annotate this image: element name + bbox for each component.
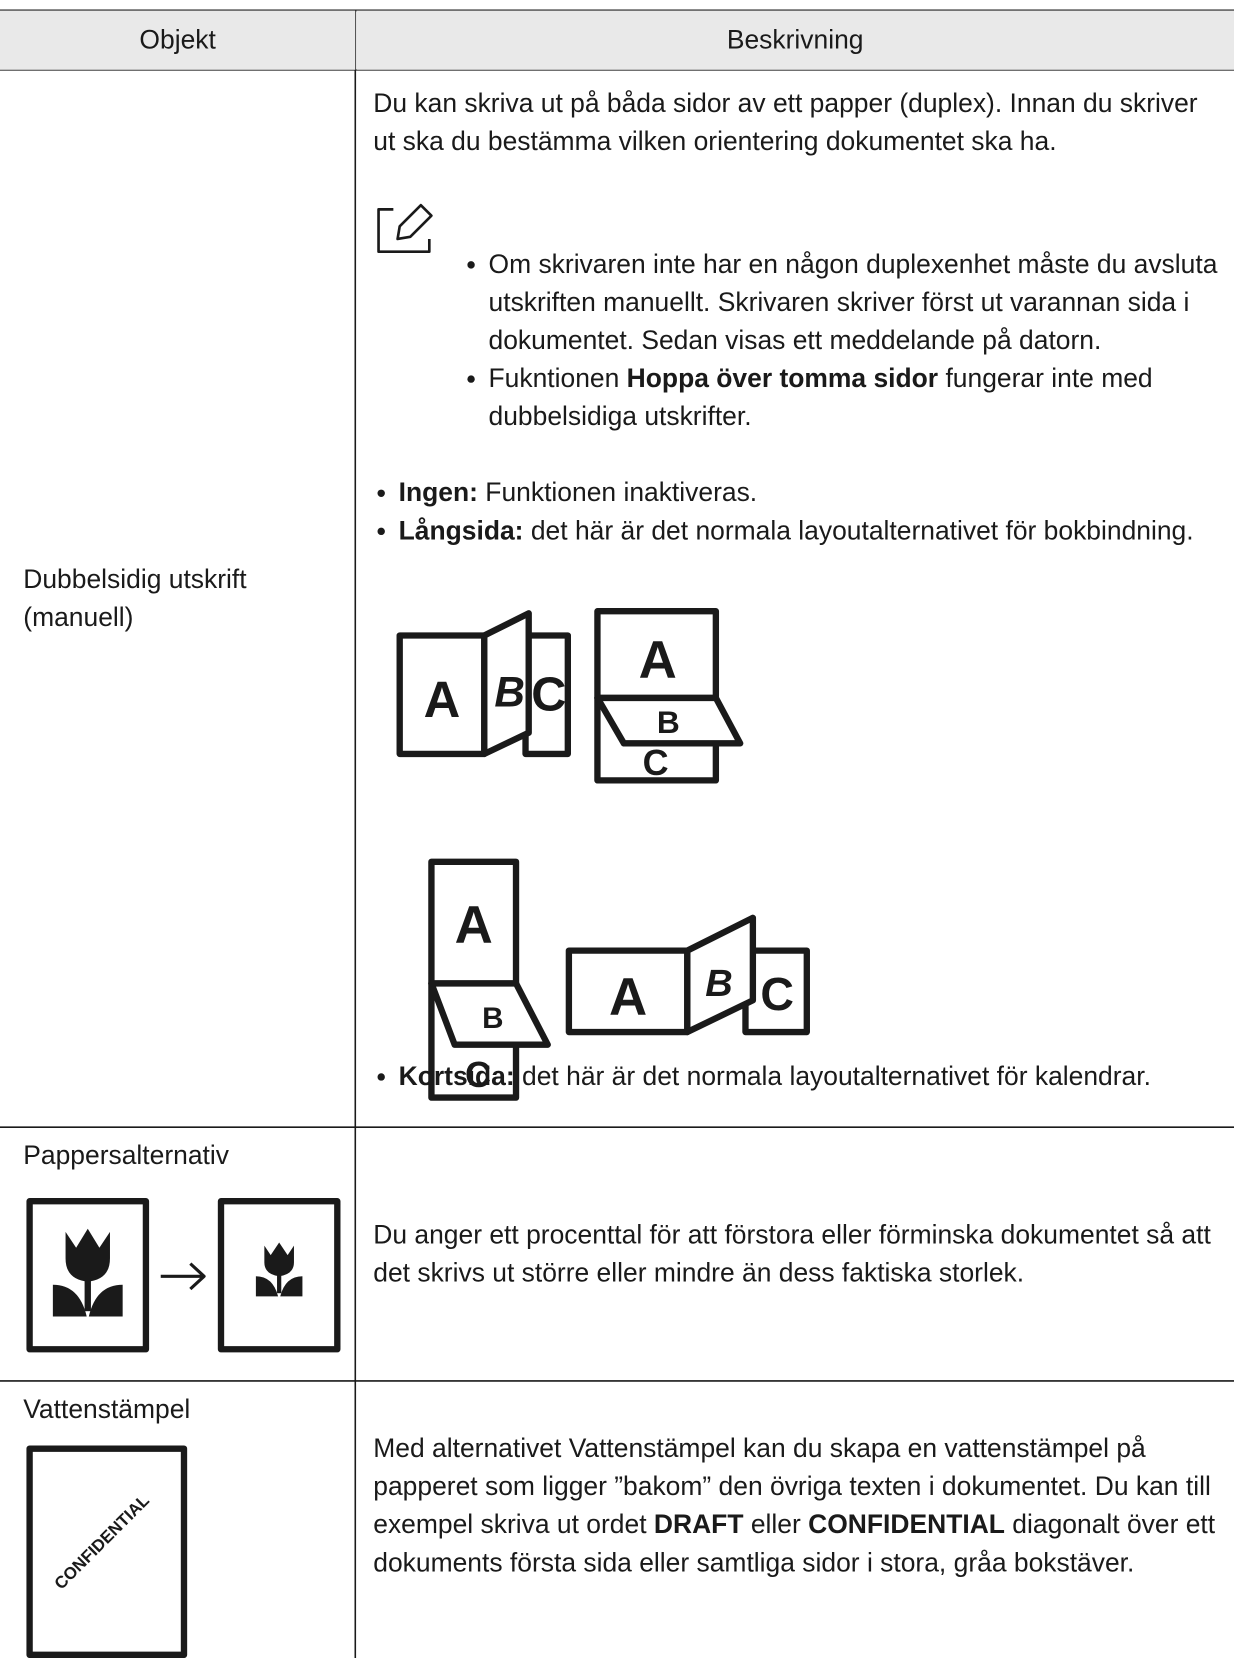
bold-text: Kortsida: [398, 1061, 515, 1092]
figure-letter: A [609, 968, 647, 1027]
option-list: Ingen: Funktionen inaktiveras. Långsida: … [375, 474, 1226, 1096]
figure-letter: B [705, 963, 732, 1005]
list-item: Kortsida: det här är det normala layouta… [375, 1057, 1226, 1095]
text: Med alternativet Vattenstämpel kan du sk… [373, 1433, 1211, 1540]
watermark-figure: CONFIDENTIAL [26, 1445, 188, 1658]
list-item: Om skrivaren inte har en någon duplexenh… [465, 245, 1226, 359]
item-text: Pappersalternativ [23, 1140, 229, 1171]
figure-letter: B [657, 704, 680, 740]
scaling-figure [26, 1198, 341, 1353]
text: diagonalt över ett dokuments första sida… [373, 1509, 1216, 1578]
text: eller [750, 1509, 801, 1540]
long-edge-figure: A B C A B C [396, 608, 744, 784]
description: Du anger ett procenttal för att förstora… [373, 1216, 1219, 1292]
figure-letter: A [639, 631, 677, 690]
note-icon [396, 203, 433, 241]
bold-text: DRAFT [653, 1509, 744, 1540]
bold-text: CONFIDENTIAL [808, 1509, 1005, 1540]
item-cell: Dubbelsidig utskrift (manuell) [23, 70, 340, 1127]
text: Fukntionen [488, 363, 620, 394]
figure-letter: C [760, 968, 794, 1020]
text: Om skrivaren inte har en någon duplexenh… [488, 249, 1218, 356]
figure-letter: C [465, 1054, 491, 1095]
bold-text: Hoppa över tomma sidor [626, 363, 939, 394]
list-item: Fukntionen Hoppa över tomma sidor funger… [465, 360, 1226, 436]
note-icon [377, 208, 431, 253]
text: det här är det normala layoutalternative… [522, 1061, 1151, 1092]
text: det här är det normala layoutalternative… [530, 516, 1194, 546]
text: fungerar inte med dubbelsidiga utskrifte… [488, 363, 1153, 432]
bold-text: Långsida: [398, 516, 524, 546]
header-cell: Objekt [0, 10, 356, 70]
short-edge-figure: A B C A B C [428, 858, 810, 1101]
list-item: Långsida: det här är det normala layouta… [375, 512, 1226, 550]
list-item: Ingen: Funktionen inaktiveras. [375, 474, 1226, 512]
description: Med alternativet Vattenstämpel kan du sk… [373, 1430, 1219, 1582]
header-cell: Beskrivning [356, 10, 1234, 70]
text: Funktionen inaktiveras. [485, 477, 758, 508]
bold-text: Ingen: [398, 477, 478, 508]
watermark-text: CONFIDENTIAL [51, 1491, 153, 1593]
figure-letter: A [455, 896, 493, 955]
description: Du kan skriva ut på båda sidor av ett pa… [373, 88, 1198, 157]
figure-letter: B [482, 1002, 503, 1035]
text: Du anger ett procenttal för att förstora… [373, 1220, 1211, 1288]
figure-letter: C [531, 668, 566, 722]
note-list: Om skrivaren inte har en någon duplexenh… [465, 245, 1226, 435]
figure-letter: C [643, 742, 669, 783]
item-text: Dubbelsidig utskrift (manuell) [23, 564, 247, 633]
item-text: Vattenstämpel [23, 1394, 191, 1425]
figure-letter: A [424, 671, 461, 728]
figure-letter: B [494, 668, 525, 715]
